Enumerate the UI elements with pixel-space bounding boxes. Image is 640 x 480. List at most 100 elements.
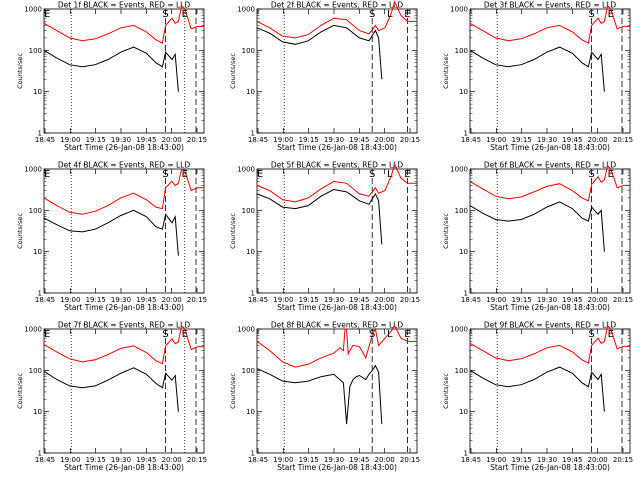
plot-title: Det 5f BLACK = Events, RED = LLD: [271, 161, 404, 170]
x-axis-label: Start Time (26-Jan-08 18:43:00): [64, 143, 184, 152]
x-tick-label: 18:45: [35, 456, 55, 464]
y-tick-label: 1000: [450, 6, 468, 14]
x-tick-label: 19:30: [324, 296, 344, 304]
series-lld-line: [256, 0, 417, 39]
x-tick-label: 19:45: [136, 456, 156, 464]
x-axis-label: Start Time (26-Jan-08 18:43:00): [277, 143, 397, 152]
x-tick-label: 20:15: [187, 456, 207, 464]
y-tick-label: 100: [455, 47, 468, 55]
plot-title: Det 7f BLACK = Events, RED = LLD: [58, 321, 191, 330]
y-tick-label: 1: [464, 130, 468, 138]
detector-plot-5: Det 5f BLACK = Events, RED = LLD 1 10 100 10…: [229, 161, 420, 313]
detector-plot-8: Det 8f BLACK = Events, RED = LLD 1 10 100 10…: [229, 321, 420, 473]
x-tick-label: 18:45: [35, 136, 55, 144]
y-tick-label: 100: [242, 367, 255, 375]
event-marker-label: L: [387, 169, 393, 180]
y-tick-label: 10: [33, 248, 42, 256]
detector-plot-3: Det 3f BLACK = Events, RED = LLD 1 10 100 10…: [442, 1, 633, 153]
x-tick-label: 19:30: [111, 136, 131, 144]
y-tick-label: 1000: [24, 166, 42, 174]
event-marker-label: L: [387, 9, 393, 20]
detector-plot-1: Det 1f BLACK = Events, RED = LLD 1 10 100 10…: [16, 1, 207, 153]
x-axis-label: Start Time (26-Jan-08 18:43:00): [64, 463, 184, 472]
x-tick-label: 19:00: [273, 136, 293, 144]
x-tick-label: 20:00: [588, 136, 608, 144]
x-tick-label: 19:15: [86, 456, 106, 464]
y-axis-label: Counts/sec: [442, 53, 450, 89]
plot-frame: [469, 8, 631, 134]
x-tick-label: 20:00: [162, 456, 182, 464]
plot-title: Det 6f BLACK = Events, RED = LLD: [484, 161, 617, 170]
series-events-line: [256, 364, 383, 425]
x-tick-label: 20:15: [187, 136, 207, 144]
x-tick-label: 19:00: [60, 296, 80, 304]
x-tick-label: 19:00: [486, 456, 506, 464]
event-marker-label: E: [182, 9, 188, 20]
x-tick-label: 20:00: [162, 296, 182, 304]
event-marker-label: S: [588, 329, 594, 340]
y-tick-label: 1000: [24, 6, 42, 14]
x-tick-label: 19:30: [537, 296, 557, 304]
plot-title: Det 3f BLACK = Events, RED = LLD: [484, 1, 617, 10]
x-tick-label: 20:15: [613, 136, 633, 144]
x-tick-label: 20:15: [613, 296, 633, 304]
x-tick-label: 18:45: [35, 296, 55, 304]
y-tick-label: 1: [38, 450, 42, 458]
series-lld-line: [469, 324, 630, 364]
plot-frame: [43, 8, 205, 134]
series-lld-line: [256, 324, 417, 368]
detector-plot-9: Det 9f BLACK = Events, RED = LLD 1 10 100 10…: [442, 321, 633, 473]
event-marker-label: E: [404, 9, 410, 20]
x-tick-label: 19:15: [512, 296, 532, 304]
plot-title: Det 4f BLACK = Events, RED = LLD: [58, 161, 191, 170]
x-tick-label: 19:15: [299, 136, 319, 144]
event-marker-label: S: [162, 9, 168, 20]
x-tick-label: 19:45: [136, 136, 156, 144]
event-marker-label: E: [404, 169, 410, 180]
x-tick-label: 19:45: [349, 296, 369, 304]
x-tick-label: 18:45: [248, 136, 268, 144]
y-tick-label: 10: [459, 88, 468, 96]
event-marker-label: E: [257, 169, 263, 180]
x-tick-label: 19:15: [86, 296, 106, 304]
y-tick-label: 1: [464, 450, 468, 458]
x-tick-label: 19:30: [111, 456, 131, 464]
event-marker-label: E: [44, 9, 50, 20]
event-marker-label: S: [369, 329, 375, 340]
y-tick-label: 10: [33, 408, 42, 416]
plot-frame: [256, 8, 418, 134]
x-tick-label: 19:15: [512, 456, 532, 464]
x-tick-label: 19:30: [324, 456, 344, 464]
x-tick-label: 19:15: [299, 296, 319, 304]
y-tick-label: 1: [251, 290, 255, 298]
y-axis-label: Counts/sec: [16, 213, 24, 249]
x-tick-label: 18:45: [461, 456, 481, 464]
y-tick-label: 10: [246, 408, 255, 416]
plot-title: Det 2f BLACK = Events, RED = LLD: [271, 1, 404, 10]
x-axis-label: Start Time (26-Jan-08 18:43:00): [277, 303, 397, 312]
y-tick-label: 1000: [450, 166, 468, 174]
y-tick-label: 1: [251, 130, 255, 138]
plot-title: Det 9f BLACK = Events, RED = LLD: [484, 321, 617, 330]
x-tick-label: 19:00: [273, 296, 293, 304]
x-tick-label: 19:45: [349, 456, 369, 464]
plot-frame: [256, 328, 418, 454]
x-tick-label: 20:00: [588, 296, 608, 304]
x-axis-label: Start Time (26-Jan-08 18:43:00): [490, 143, 610, 152]
event-marker-label: E: [182, 169, 188, 180]
y-tick-label: 1: [251, 450, 255, 458]
y-tick-label: 100: [455, 207, 468, 215]
x-tick-label: 20:15: [400, 136, 420, 144]
series-events-line: [43, 46, 179, 92]
plot-frame: [256, 168, 418, 294]
event-marker-label: E: [404, 329, 410, 340]
event-marker-label: E: [608, 329, 614, 340]
series-lld-line: [43, 4, 204, 44]
series-events-line: [256, 24, 383, 80]
event-marker-label: L: [387, 329, 393, 340]
series-lld-line: [43, 324, 204, 365]
y-tick-label: 10: [459, 408, 468, 416]
event-marker-label: E: [608, 169, 614, 180]
detector-plot-4: Det 4f BLACK = Events, RED = LLD 1 10 100 10…: [16, 161, 207, 313]
